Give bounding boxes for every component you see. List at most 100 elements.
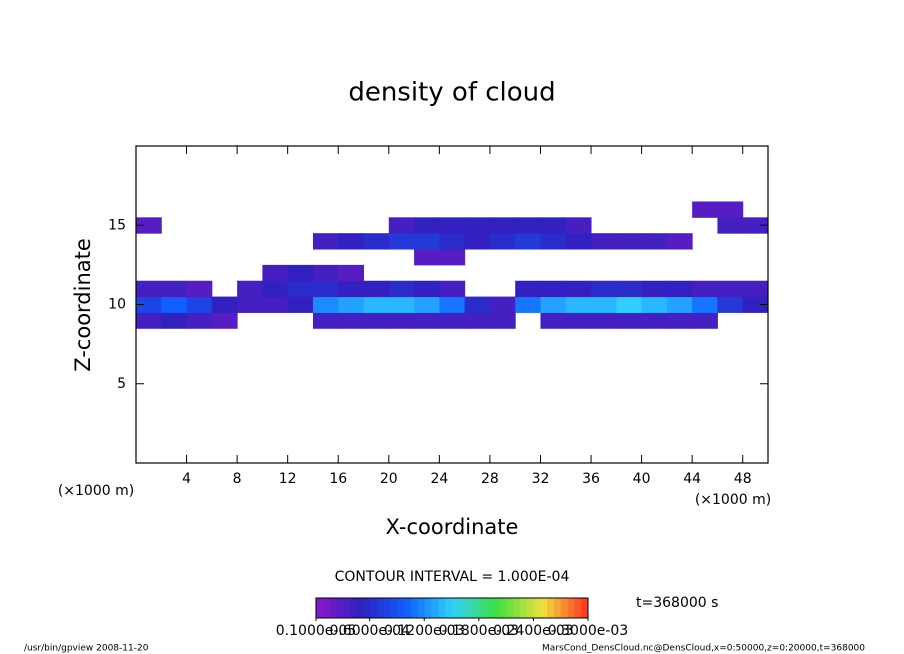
x-tick-label: 36 [582,471,600,487]
colorbar-stripe [397,598,405,618]
colorbar-stripe [506,598,514,618]
density-cell [616,312,643,329]
colorbar-stripe [479,598,487,618]
density-cell [666,280,693,298]
density-cell [540,217,567,234]
density-cell [414,217,440,234]
density-cell [287,296,314,313]
colorbar-stripe [554,598,562,618]
y-tick-label: 15 [108,217,126,233]
x-unit: (×1000 m) [695,492,771,508]
footer-right: MarsCond_DensCloud.nc@DensCloud,x=0:5000… [542,644,865,654]
density-cell [338,312,365,329]
colorbar-stripe [574,598,582,618]
density-cell [591,280,617,298]
density-cell [414,280,440,298]
density-cell [692,296,718,313]
colorbar-tick-label: 0.1800e-03 [439,623,519,639]
density-cell [363,296,390,313]
density-cell [591,296,617,313]
density-cell [439,233,466,250]
colorbar-stripe [492,598,500,618]
density-cell [565,233,592,250]
colorbar-frame [315,597,589,619]
x-tick-label: 4 [182,471,191,487]
density-cell [489,217,516,234]
density-cell [692,280,718,298]
colorbar-stripe [424,598,432,618]
density-cell [414,249,440,266]
x-tick-label: 16 [329,471,347,487]
colorbar-stripe [316,598,324,618]
density-cell [211,312,238,329]
colorbar-tick-label: 0.6000e-04 [329,623,410,639]
density-cell [591,312,617,329]
density-cell [338,264,365,282]
density-cell [666,296,693,313]
x-tick-label: 20 [380,471,398,487]
density-cell [237,296,263,313]
density-cell [237,280,263,298]
colorbar-stripe [465,598,473,618]
colorbar-stripe [567,598,575,618]
density-cell [515,233,541,250]
density-cell [439,296,466,313]
density-cell [616,280,643,298]
density-cell [742,280,769,298]
density-cell [136,312,162,329]
colorbar-stripe [526,598,534,618]
density-cell [161,296,188,313]
density-cell [439,280,466,298]
density-cell [186,296,213,313]
colorbar-stripe [363,598,371,618]
chart-title: density of cloud [348,78,555,108]
x-axis-label: X-coordinate [386,515,519,539]
time-label: t=368000 s [636,595,718,611]
x-tick-label: 8 [233,471,242,487]
colorbar-stripe [533,598,541,618]
colorbar-stripe [329,598,337,618]
density-cell [692,312,718,329]
density-cell [338,296,365,313]
colorbar-stripe [486,598,494,618]
density-cell [161,312,188,329]
density-cell [338,233,365,250]
density-cell [489,233,516,250]
density-cell [616,233,643,250]
density-cell [262,296,289,313]
colorbar-tick-label: 0.1200e-03 [384,623,464,639]
colorbar-stripe [350,598,358,618]
colorbar-tick-label: 0.3000e-03 [548,623,628,639]
density-cell [287,280,314,298]
colorbar-stripe [404,598,412,618]
density-cell [717,217,744,234]
density-cell [464,233,491,250]
density-cell [363,233,390,250]
x-tick-label: 28 [481,471,499,487]
density-cell [591,233,617,250]
colorbar-stripe [377,598,385,618]
colorbar-stripe [411,598,419,618]
x-tick-label: 32 [532,471,550,487]
density-cell [641,233,668,250]
y-tick-label: 5 [117,376,126,392]
colorbar-stripe [499,598,507,618]
density-cell [565,312,592,329]
colorbar-stripe [513,598,521,618]
colorbar-stripe [322,598,330,618]
density-cell [464,312,491,329]
density-cell [742,296,769,313]
density-cell [540,312,567,329]
density-cell [439,217,466,234]
density-cell [540,233,567,250]
density-cell [515,280,541,298]
x-tick-label: 24 [430,471,448,487]
density-cell [136,217,162,234]
density-cell [186,312,213,329]
density-cell [515,217,541,234]
density-cell [388,312,415,329]
density-cell [616,296,643,313]
density-cell [641,280,668,298]
